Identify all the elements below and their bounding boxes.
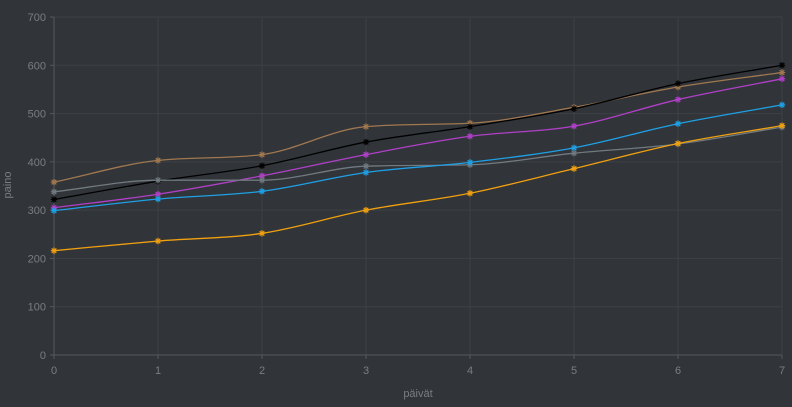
data-point: [570, 105, 578, 112]
data-point: [258, 151, 266, 158]
data-point: [570, 165, 578, 172]
data-point: [50, 188, 58, 195]
x-tick-label: 1: [155, 365, 161, 377]
x-tick-label: 6: [675, 365, 681, 377]
x-tick-label: 0: [51, 365, 57, 377]
series-5: [50, 122, 786, 254]
x-tick-label: 5: [571, 365, 577, 377]
series-line: [53, 104, 783, 212]
data-point: [362, 123, 370, 130]
data-point: [362, 206, 370, 214]
data-point: [258, 230, 266, 237]
data-point: [50, 247, 58, 254]
data-point: [674, 140, 682, 147]
x-axis-label: päivät: [403, 388, 432, 400]
y-tick-label: 100: [28, 302, 46, 314]
data-point: [466, 159, 474, 166]
data-point: [674, 96, 682, 103]
data-point: [778, 122, 786, 129]
data-point: [466, 123, 474, 130]
y-axis-label: paino: [2, 172, 14, 199]
series-line: [53, 125, 783, 252]
data-point: [258, 188, 266, 195]
series-4: [50, 101, 786, 214]
data-point: [50, 178, 58, 186]
y-tick-label: 200: [28, 253, 46, 265]
data-point: [258, 177, 266, 184]
data-point: [154, 157, 162, 164]
data-point: [778, 75, 786, 83]
data-point: [466, 190, 474, 197]
y-tick-label: 300: [28, 205, 46, 217]
data-point: [778, 69, 786, 76]
x-tick-label: 4: [467, 365, 473, 377]
series-1: [50, 62, 786, 203]
x-tick-label: 7: [779, 365, 785, 377]
data-point: [778, 101, 786, 109]
data-point: [154, 195, 162, 203]
data-point: [362, 169, 370, 176]
data-point: [154, 237, 162, 245]
y-tick-label: 600: [28, 60, 46, 72]
x-tick-label: 2: [259, 365, 265, 377]
data-point: [570, 144, 578, 152]
y-tick-label: 400: [28, 157, 46, 169]
data-point: [778, 62, 786, 69]
series-line: [53, 64, 783, 201]
axes: [53, 17, 782, 356]
x-axis-ticks: 0 1 2 3 4 5 6 7: [51, 355, 785, 377]
x-tick-label: 3: [363, 365, 369, 377]
data-point: [674, 120, 682, 127]
grid: [53, 16, 783, 356]
data-point: [154, 177, 162, 184]
data-point: [362, 138, 370, 146]
y-tick-label: 700: [28, 12, 46, 24]
data-point: [50, 196, 58, 203]
data-point: [258, 162, 266, 169]
y-tick-label: 0: [40, 350, 46, 362]
data-point: [362, 163, 370, 170]
data-point: [466, 133, 474, 140]
series-line: [53, 71, 783, 183]
data-point: [674, 80, 682, 87]
y-tick-label: 500: [28, 109, 46, 121]
series-0: [50, 69, 786, 186]
data-point: [50, 207, 58, 214]
data-point: [362, 151, 370, 158]
series-line: [53, 78, 783, 209]
data-point: [570, 122, 578, 130]
series-group: [50, 62, 786, 254]
data-point: [258, 172, 266, 180]
y-axis-ticks: 0 100 200 300 400 500 600 700: [28, 12, 54, 362]
